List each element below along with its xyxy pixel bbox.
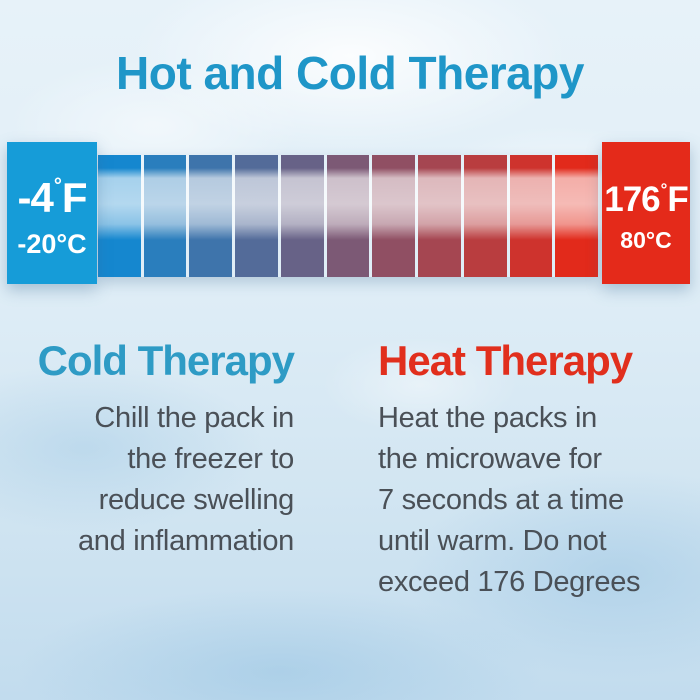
- gradient-segment: [463, 155, 507, 277]
- cold-therapy-section: Cold Therapy Chill the pack in the freeze…: [18, 336, 295, 562]
- gradient-segment: [280, 155, 324, 277]
- hot-end-block: 176°F 80°C: [602, 142, 690, 284]
- heat-therapy-body: Heat the packs in the microwave for 7 seco…: [378, 398, 674, 603]
- cold-degree-symbol: °: [53, 175, 62, 198]
- cold-f-unit: F: [61, 173, 88, 221]
- cold-f-value: -4: [17, 173, 53, 221]
- cold-celsius-label: -20°C: [17, 228, 87, 259]
- cold-therapy-body: Chill the pack in the freezer to reduce sw…: [18, 398, 294, 562]
- body-line: exceed 176 Degrees: [378, 566, 641, 598]
- gradient-segment: [418, 155, 461, 277]
- gradient-segment: [509, 155, 553, 277]
- gradient-segment: [189, 155, 233, 277]
- body-line: 7 seconds at a time: [378, 484, 624, 516]
- gradient-segment: [326, 155, 370, 277]
- gradient-segment: [555, 155, 599, 277]
- hot-celsius-label: 80°C: [620, 227, 672, 253]
- body-line: the freezer to: [127, 443, 294, 475]
- heat-therapy-section: Heat Therapy Heat the packs in the microw…: [378, 336, 674, 603]
- hot-fahrenheit-label: 176°F: [602, 180, 690, 219]
- gradient-segment: [143, 155, 187, 277]
- body-line: Chill the pack in: [94, 402, 294, 434]
- cold-end-block: -4°F -20°C: [7, 142, 97, 284]
- temperature-scale-bar: -4°F -20°C 176°F 80°C: [7, 142, 690, 284]
- gradient-segment: [235, 155, 278, 277]
- page-title: Hot and Cold Therapy: [116, 47, 584, 99]
- gradient-segments: [98, 155, 599, 277]
- cold-therapy-heading: Cold Therapy: [37, 337, 295, 384]
- heat-therapy-heading: Heat Therapy: [378, 337, 633, 384]
- body-line: Heat the packs in: [378, 402, 597, 434]
- gradient-segment: [372, 155, 416, 277]
- hot-degree-symbol: °: [660, 180, 668, 200]
- hot-f-value: 176: [604, 180, 660, 219]
- body-line: until warm. Do not: [378, 525, 607, 557]
- body-line: and inflammation: [77, 525, 294, 557]
- cold-fahrenheit-label: -4°F: [7, 173, 97, 221]
- body-line: the microwave for: [378, 443, 602, 475]
- gradient-segment: [98, 155, 141, 277]
- body-line: reduce swelling: [98, 484, 295, 516]
- hot-f-unit: F: [667, 180, 688, 219]
